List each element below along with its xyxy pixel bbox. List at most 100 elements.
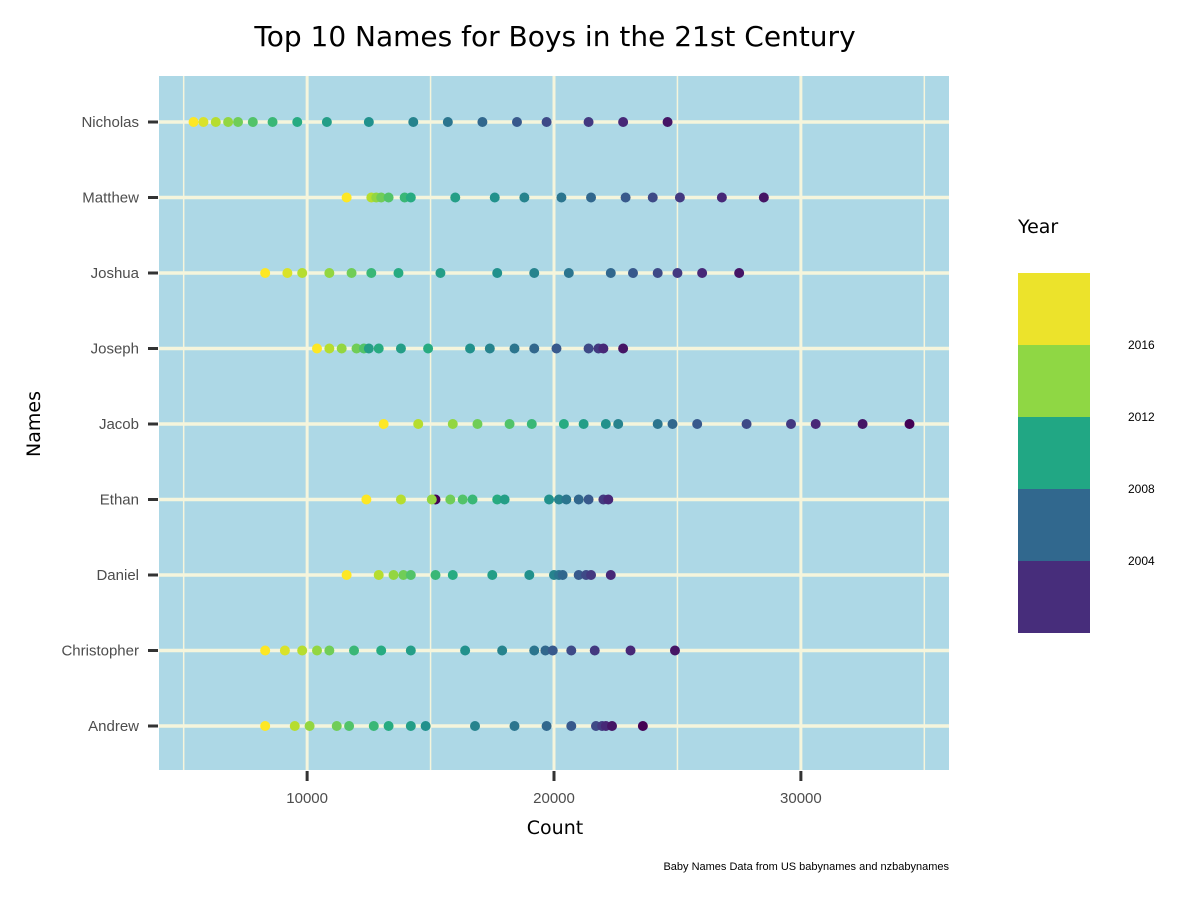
data-point — [628, 268, 638, 278]
x-axis: 10000 20000 30000 — [286, 771, 822, 807]
data-point — [405, 570, 416, 580]
data-point — [376, 192, 387, 203]
data-point — [492, 268, 503, 278]
data-point — [563, 268, 574, 278]
data-point — [566, 645, 577, 656]
y-tick-label: Christopher — [61, 643, 139, 660]
x-tick-label: 30000 — [780, 790, 822, 807]
data-point — [716, 192, 727, 203]
data-point — [553, 494, 564, 505]
data-point — [504, 419, 515, 429]
data-point — [292, 117, 303, 127]
data-point — [260, 721, 271, 731]
y-tick-label: Joshua — [91, 265, 140, 282]
data-point — [697, 268, 708, 278]
data-point — [556, 192, 567, 203]
data-point — [373, 570, 384, 580]
data-point — [312, 645, 322, 656]
data-point — [573, 494, 584, 505]
data-point — [426, 494, 437, 505]
data-point — [430, 570, 441, 580]
data-point — [637, 721, 648, 731]
data-point — [467, 494, 478, 505]
data-point — [349, 645, 360, 656]
data-point — [667, 419, 678, 429]
x-tick-label: 10000 — [286, 790, 328, 807]
data-point — [297, 268, 308, 278]
data-point — [566, 721, 577, 731]
data-point — [529, 268, 540, 278]
data-point — [366, 268, 377, 278]
data-point — [589, 645, 600, 656]
data-point — [312, 343, 322, 354]
y-tick-label: Joseph — [91, 341, 139, 358]
y-axis-title: Names — [23, 391, 45, 457]
data-point — [282, 268, 293, 278]
data-point — [647, 192, 658, 203]
data-point — [297, 645, 308, 656]
y-axis: Andrew Christopher Daniel Ethan Jacob Joseph J… — [61, 114, 158, 735]
data-point — [625, 645, 636, 656]
data-point — [607, 721, 618, 731]
caption: Baby Names Data from US babynames and nz… — [663, 861, 949, 873]
data-point — [605, 268, 616, 278]
data-point — [519, 192, 530, 203]
legend-color-band — [1018, 345, 1090, 417]
data-point — [405, 645, 416, 656]
data-point — [573, 570, 584, 580]
y-tick-label: Ethan — [100, 492, 139, 509]
data-point — [341, 570, 352, 580]
data-point — [613, 419, 624, 429]
legend-color-band — [1018, 273, 1090, 345]
data-point — [405, 192, 416, 203]
data-point — [618, 343, 629, 354]
data-point — [758, 192, 769, 203]
y-tick-label: Andrew — [88, 718, 139, 735]
data-point — [662, 117, 673, 127]
data-point — [541, 117, 552, 127]
legend-color-band — [1018, 561, 1090, 633]
data-point — [442, 117, 453, 127]
legend-color-band — [1018, 417, 1090, 489]
data-point — [398, 570, 409, 580]
x-tick-label: 20000 — [533, 790, 575, 807]
data-point — [652, 268, 663, 278]
data-point — [583, 494, 594, 505]
data-point — [583, 343, 594, 354]
data-point — [734, 268, 745, 278]
data-point — [376, 645, 387, 656]
data-point — [393, 268, 404, 278]
y-tick-label: Nicholas — [81, 114, 139, 131]
legend-label: 2008 — [1128, 482, 1155, 496]
data-point — [210, 117, 221, 127]
legend-label: 2016 — [1128, 338, 1155, 352]
data-point — [509, 343, 520, 354]
data-point — [786, 419, 796, 429]
data-point — [547, 645, 558, 656]
data-point — [674, 192, 685, 203]
data-point — [578, 419, 589, 429]
data-point — [408, 117, 419, 127]
data-point — [260, 268, 271, 278]
y-tick-label: Matthew — [82, 190, 139, 207]
data-point — [447, 570, 458, 580]
data-point — [541, 721, 552, 731]
data-point — [586, 570, 597, 580]
data-point — [395, 343, 406, 354]
data-point — [561, 494, 572, 505]
data-point — [460, 645, 471, 656]
data-point — [247, 117, 258, 127]
data-point — [233, 117, 243, 127]
data-point — [267, 117, 278, 127]
data-points — [188, 117, 915, 731]
data-point — [618, 117, 629, 127]
data-point — [304, 721, 315, 731]
data-point — [260, 645, 271, 656]
data-point — [600, 419, 611, 429]
data-point — [420, 721, 431, 731]
data-point — [529, 645, 540, 656]
legend: Year 2016 2012 2008 2004 — [1017, 216, 1155, 633]
legend-label: 2004 — [1128, 554, 1155, 568]
data-point — [465, 343, 476, 354]
